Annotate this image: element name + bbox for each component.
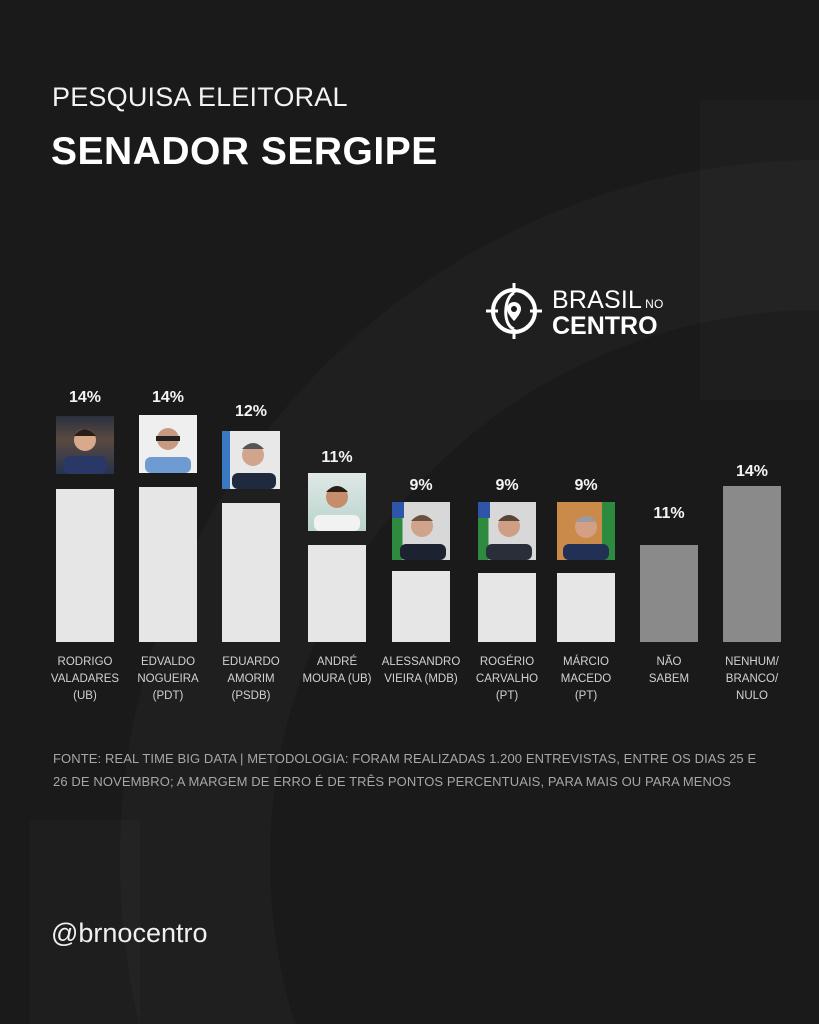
bar <box>392 571 450 642</box>
page-subtitle: PESQUISA ELEITORAL <box>52 82 348 112</box>
candidate-photo <box>478 502 536 560</box>
bar <box>139 487 197 642</box>
bar-value-label: 9% <box>495 477 519 494</box>
brand-name-line1: BRASIL <box>552 286 643 314</box>
brand-logo: BRASIL NO CENTRO <box>484 281 664 346</box>
bar-category-label: MÁRCIO MACEDO (PT) <box>560 656 612 702</box>
candidate-photo <box>392 502 450 560</box>
bar-chart: 14% RODRIGO VALADARES (UB) 14% EDVALDO N… <box>50 389 781 702</box>
candidate-photo <box>308 473 366 531</box>
bar-value-label: 14% <box>68 389 102 406</box>
bar <box>478 573 536 642</box>
bar <box>723 486 781 642</box>
bar-value-label: 11% <box>321 449 353 466</box>
bar-value-label: 9% <box>409 477 433 494</box>
source-note: FONTE: REAL TIME BIG DATA | METODOLOGIA:… <box>53 751 757 789</box>
bar-category-label: EDVALDO NOGUEIRA (PDT) <box>137 656 199 702</box>
candidate-photo <box>557 502 615 560</box>
bar-value-label: 9% <box>574 477 598 494</box>
brand-name-small: NO <box>645 297 664 311</box>
candidate-photo <box>222 431 280 489</box>
candidate-photo <box>139 415 197 473</box>
page-title: SENADOR SERGIPE <box>51 130 438 173</box>
bar-category-label: EDUARDO AMORIM (PSDB) <box>222 656 280 702</box>
bar <box>56 489 114 642</box>
candidate-photo <box>56 416 114 474</box>
bar-category-label: NENHUM/ BRANCO/ NULO <box>725 656 779 702</box>
bar-category-label: RODRIGO VALADARES (UB) <box>50 656 120 702</box>
bar-category-label: ANDRÉ MOURA (UB) <box>302 656 372 685</box>
social-handle: @brnocentro <box>51 918 208 948</box>
crosshair-pin-icon <box>484 281 544 346</box>
bar-category-label: ALESSANDRO VIEIRA (MDB) <box>381 656 461 685</box>
bar-value-label: 14% <box>735 463 769 480</box>
bar <box>308 545 366 642</box>
bar-value-label: 14% <box>151 389 185 406</box>
bar-value-label: 11% <box>653 505 685 522</box>
bar <box>557 573 615 642</box>
bar-category-label: NÃO SABEM <box>648 656 690 685</box>
bar <box>222 503 280 642</box>
bar <box>640 545 698 642</box>
bar-value-label: 12% <box>234 403 268 420</box>
brand-name-line2: CENTRO <box>552 312 658 340</box>
bar-category-label: ROGÉRIO CARVALHO (PT) <box>475 656 539 702</box>
